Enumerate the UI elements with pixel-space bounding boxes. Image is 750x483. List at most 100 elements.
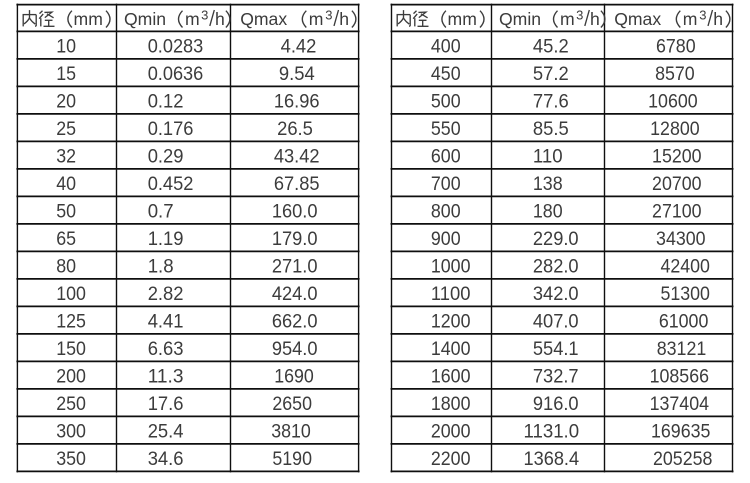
svg-text:34300: 34300 [656,229,706,250]
svg-text:205258: 205258 [653,449,712,470]
svg-text:800: 800 [431,202,461,223]
svg-text:43.42: 43.42 [274,147,320,168]
svg-text:662.0: 662.0 [272,312,318,333]
svg-text:450: 450 [431,64,461,85]
svg-text:0.0283: 0.0283 [148,37,204,58]
svg-text:10600: 10600 [648,92,698,113]
svg-text:342.0: 342.0 [533,284,579,305]
svg-text:110: 110 [533,147,563,168]
svg-text:1800: 1800 [431,394,471,415]
svg-text:25: 25 [56,119,76,140]
svg-text:1368.4: 1368.4 [524,449,580,470]
svg-text:229.0: 229.0 [533,229,579,250]
svg-text:700: 700 [431,174,461,195]
svg-text:26.5: 26.5 [277,119,313,140]
svg-text:1600: 1600 [431,367,471,388]
svg-text:250: 250 [56,394,86,415]
svg-text:m: m [185,9,200,29]
svg-text:mm: mm [74,9,103,29]
svg-text:0.29: 0.29 [148,147,184,168]
svg-text:12800: 12800 [650,119,700,140]
svg-text:45.2: 45.2 [533,37,569,58]
svg-text:407.0: 407.0 [533,312,579,333]
svg-text:137404: 137404 [650,394,710,415]
svg-text:10: 10 [56,37,76,58]
svg-text:80: 80 [56,257,76,278]
svg-text:6780: 6780 [656,37,696,58]
svg-text:3: 3 [699,7,706,22]
svg-text:954.0: 954.0 [272,339,318,360]
svg-text:1400: 1400 [431,339,471,360]
svg-text:34.6: 34.6 [148,449,184,470]
svg-text:32: 32 [56,147,76,168]
svg-text:169635: 169635 [651,422,710,443]
svg-text:11.3: 11.3 [148,367,184,388]
svg-text:15200: 15200 [652,147,702,168]
svg-text:61000: 61000 [659,312,709,333]
svg-text:3: 3 [325,7,332,22]
svg-text:65: 65 [56,229,76,250]
svg-text:900: 900 [431,229,461,250]
svg-text:40: 40 [56,174,76,195]
svg-text:15: 15 [56,64,76,85]
svg-text:2200: 2200 [431,449,471,470]
svg-text:282.0: 282.0 [533,257,579,278]
svg-text:67.85: 67.85 [274,174,320,195]
svg-text:300: 300 [56,422,86,443]
svg-text:0.7: 0.7 [148,202,174,223]
svg-text:57.2: 57.2 [533,64,569,85]
svg-text:25.4: 25.4 [148,422,184,443]
svg-text:500: 500 [431,92,461,113]
svg-text:732.7: 732.7 [533,367,579,388]
svg-text:51300: 51300 [660,284,710,305]
svg-text:8570: 8570 [655,64,695,85]
svg-text:17.6: 17.6 [148,394,184,415]
svg-text:554.1: 554.1 [533,339,579,360]
svg-text:400: 400 [431,37,461,58]
svg-text:Qmax: Qmax [614,9,661,29]
svg-text:3: 3 [576,7,583,22]
svg-text:1.8: 1.8 [148,257,174,278]
svg-text:h: h [339,9,349,29]
svg-text:m: m [560,9,575,29]
svg-text:1000: 1000 [431,257,471,278]
svg-text:mm: mm [448,9,477,29]
svg-text:20700: 20700 [652,174,702,195]
svg-text:350: 350 [56,449,86,470]
svg-text:m: m [309,9,324,29]
svg-text:2650: 2650 [272,394,312,415]
svg-text:550: 550 [431,119,461,140]
svg-text:271.0: 271.0 [272,257,318,278]
svg-text:100: 100 [56,284,86,305]
svg-text:16.96: 16.96 [274,92,320,113]
svg-text:Qmin: Qmin [124,9,166,29]
svg-text:180: 180 [533,202,563,223]
svg-text:2.82: 2.82 [148,284,184,305]
svg-text:3810: 3810 [271,422,311,443]
svg-text:1200: 1200 [431,312,471,333]
svg-text:3: 3 [201,7,208,22]
svg-text:0.452: 0.452 [148,174,194,195]
svg-text:0.176: 0.176 [148,119,194,140]
svg-text:h: h [215,9,225,29]
svg-text:4.42: 4.42 [281,37,317,58]
svg-text:1100: 1100 [431,284,471,305]
svg-text:9.54: 9.54 [279,64,315,85]
svg-text:2000: 2000 [431,422,471,443]
svg-text:83121: 83121 [657,339,707,360]
svg-text:0.12: 0.12 [148,92,184,113]
svg-text:h: h [713,9,723,29]
svg-text:200: 200 [56,367,86,388]
svg-text:150: 150 [56,339,86,360]
svg-text:424.0: 424.0 [272,284,318,305]
svg-text:6.63: 6.63 [148,339,184,360]
svg-text:85.5: 85.5 [533,119,569,140]
svg-text:50: 50 [56,202,76,223]
svg-text:77.6: 77.6 [533,92,569,113]
svg-text:108566: 108566 [650,367,709,388]
svg-text:Qmin: Qmin [499,9,541,29]
svg-text:h: h [590,9,600,29]
svg-text:600: 600 [431,147,461,168]
svg-text:1690: 1690 [274,367,314,388]
svg-text:179.0: 179.0 [272,229,318,250]
